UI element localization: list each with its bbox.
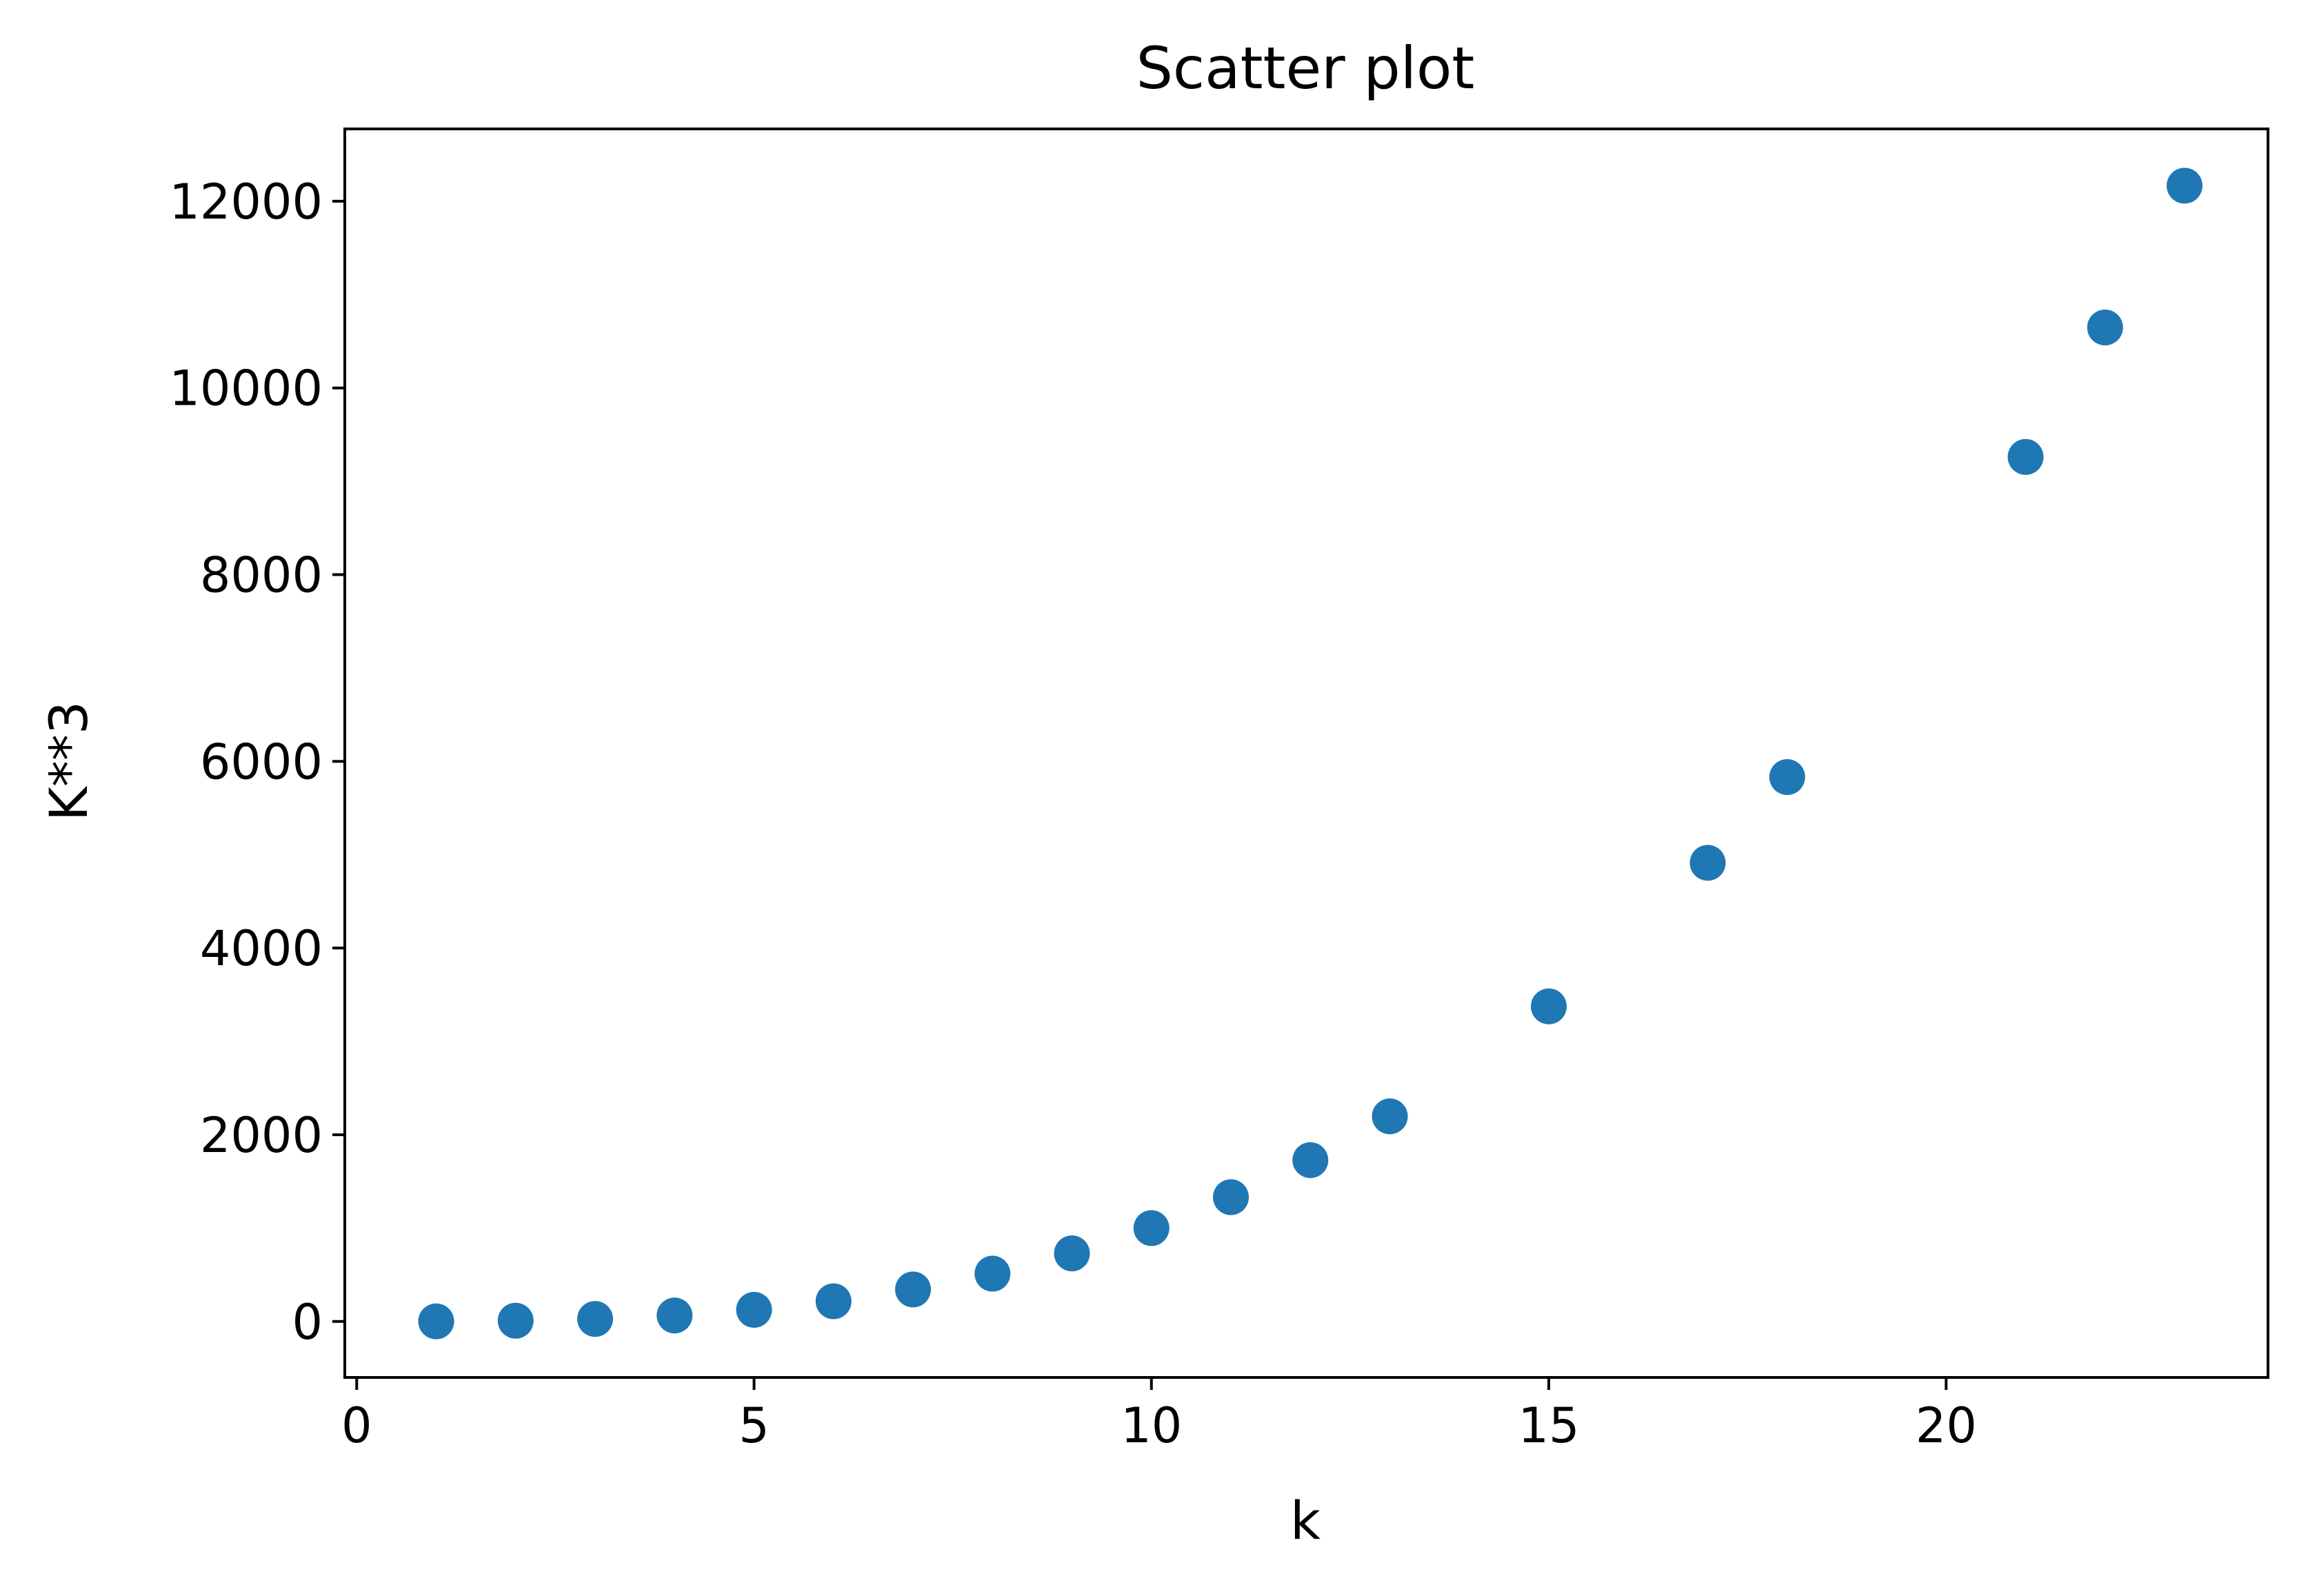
data-point xyxy=(815,1283,852,1320)
scatter-points xyxy=(418,168,2202,1340)
data-point xyxy=(1531,988,1567,1024)
y-axis-label: K**3 xyxy=(38,701,99,821)
data-point xyxy=(418,1303,454,1340)
x-tick-label: 15 xyxy=(1518,1397,1579,1454)
data-point xyxy=(577,1301,614,1337)
y-tick-label: 10000 xyxy=(169,361,323,417)
y-tick-label: 8000 xyxy=(200,547,323,604)
x-axis-ticks: 0 5 10 15 20 xyxy=(341,1377,1977,1454)
data-point xyxy=(1689,845,1726,881)
y-tick-label: 4000 xyxy=(200,920,323,977)
data-point xyxy=(736,1291,772,1328)
x-tick-label: 5 xyxy=(739,1397,770,1454)
data-point xyxy=(1133,1210,1170,1246)
x-tick-label: 0 xyxy=(341,1397,372,1454)
y-tick-label: 2000 xyxy=(200,1107,323,1164)
data-point xyxy=(1372,1098,1408,1135)
y-tick-label: 0 xyxy=(292,1294,323,1351)
data-point xyxy=(895,1271,932,1308)
x-axis-label: k xyxy=(1290,1490,1321,1551)
data-point xyxy=(1213,1179,1250,1215)
data-point xyxy=(974,1255,1011,1292)
y-tick-label: 12000 xyxy=(169,174,323,230)
x-tick-label: 20 xyxy=(1916,1397,1977,1454)
data-point xyxy=(1292,1142,1329,1178)
data-point xyxy=(2087,309,2123,345)
axes-frame xyxy=(343,128,2269,1379)
x-tick-label: 10 xyxy=(1121,1397,1182,1454)
data-point xyxy=(2007,438,2044,475)
plot-area: 0 5 10 15 20 0 2000 4000 6000 8000 10000 12000 xyxy=(169,128,2269,1454)
data-point xyxy=(1769,759,1805,796)
y-tick-label: 6000 xyxy=(200,734,323,790)
data-point xyxy=(1054,1235,1090,1272)
chart-title: Scatter plot xyxy=(1136,34,1475,102)
data-point xyxy=(656,1297,693,1334)
data-point xyxy=(497,1302,534,1339)
y-axis-ticks: 0 2000 4000 6000 8000 10000 12000 xyxy=(169,174,345,1351)
data-point xyxy=(2166,168,2202,204)
